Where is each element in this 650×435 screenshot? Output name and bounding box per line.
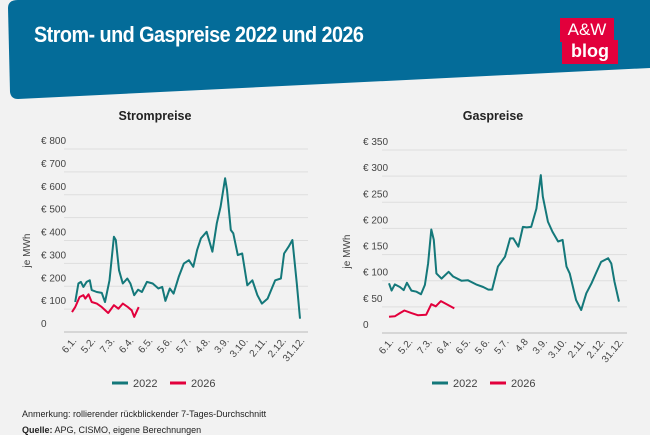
strom-x-tick-label: 5.6. (155, 336, 174, 356)
strom-y-tick-label: 0 (41, 319, 47, 330)
gas-x-tick-label: 2.11. (566, 337, 588, 361)
strom-y-axis-label: je MWh (22, 234, 33, 269)
gas-x-tick-label: 3.10. (547, 337, 570, 361)
header-banner (8, 0, 650, 99)
header-background (8, 0, 650, 99)
gas-y-tick-label: € 300 (363, 163, 388, 174)
strom-series-2026-line (71, 293, 140, 318)
gas-chart-title: Gaspreise (463, 109, 524, 123)
strom-x-tick-label: 6.1. (60, 336, 79, 356)
strom-y-tick-label: € 700 (41, 159, 66, 170)
strom-chart-title: Strompreise (119, 109, 192, 123)
gas-y-tick-label: € 350 (363, 137, 388, 148)
strom-y-tick-label: € 200 (41, 273, 66, 284)
gas-y-tick-label: 0 (363, 320, 369, 331)
strom-x-tick-label: 5.2. (79, 336, 98, 356)
strom-x-tick-label: 3.10. (228, 336, 251, 360)
strom-x-tick-label: 5.7. (174, 336, 193, 356)
gas-y-tick-label: € 100 (363, 268, 388, 279)
strom-x-tick-label: 6.5. (136, 336, 155, 356)
gas-series-2026-line (388, 300, 455, 318)
gas-y-axis-label: je MWh (342, 235, 353, 270)
gas-y-tick-label: € 50 (363, 294, 383, 305)
gas-x-tick-label: 5.7. (492, 337, 511, 357)
gas-series-2022-line (388, 174, 620, 311)
logo-line1: A&W (560, 18, 614, 42)
strom-y-tick-label: € 300 (41, 250, 66, 261)
strom-x-tick-label: 4.8. (194, 336, 213, 356)
gas-y-tick-label: € 250 (363, 189, 388, 200)
gas-x-tick-label: 7.3. (416, 337, 435, 357)
gas-x-tick-label: 6.5. (454, 337, 473, 357)
strom-y-tick-label: € 600 (41, 182, 66, 193)
strom-series-2022-line (74, 177, 301, 319)
gas-x-tick-label: 5.6. (473, 337, 492, 357)
strom-legend-label-2026: 2026 (191, 378, 215, 390)
gas-legend-label-2022: 2022 (453, 378, 477, 390)
gas-y-tick-label: € 200 (363, 215, 388, 226)
source-label: Quelle: (22, 425, 53, 435)
gas-x-tick-label: 6.1. (377, 337, 396, 357)
page-title: Strom- und Gaspreise 2022 und 2026 (34, 22, 364, 47)
strom-y-tick-label: € 500 (41, 205, 66, 216)
strom-x-tick-label: 6.4. (117, 336, 136, 356)
source-text: APG, CISMO, eigene Berechnungen (54, 425, 202, 435)
gas-x-tick-label: 4.8 (513, 337, 531, 355)
strom-y-tick-label: € 100 (41, 296, 66, 307)
gas-y-tick-label: € 150 (363, 242, 388, 253)
logo-line2: blog (562, 40, 618, 64)
aw-blog-logo: A&W blog (560, 18, 618, 64)
strom-x-tick-label: 2.11. (248, 336, 270, 360)
source-line: Quelle: APG, CISMO, eigene Berechnungen (22, 425, 201, 435)
footnote: Anmerkung: rollierender rückblickender 7… (22, 409, 267, 419)
strom-y-tick-label: € 400 (41, 228, 66, 239)
gas-x-tick-label: 6.4. (435, 337, 454, 357)
gas-x-tick-label: 5.2. (396, 337, 415, 357)
strom-legend-label-2022: 2022 (133, 378, 157, 390)
strom-y-tick-label: € 800 (41, 136, 66, 147)
strom-x-tick-label: 7.3. (98, 336, 117, 356)
gas-legend-label-2026: 2026 (511, 378, 535, 390)
